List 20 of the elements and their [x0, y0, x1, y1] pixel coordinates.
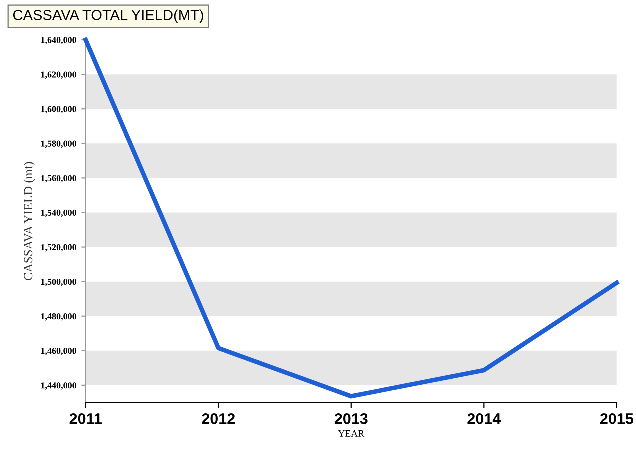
x-tick-label: 2014	[468, 414, 502, 424]
x-tick-label: 2012	[202, 414, 236, 424]
y-axis-title: CASSAVA YIELD (mt)	[24, 162, 36, 280]
y-tick-label: 1,580,000	[41, 140, 76, 148]
y-tick-label: 1,440,000	[41, 382, 76, 390]
y-tick-label: 1,500,000	[41, 278, 76, 286]
y-tick-label: 1,540,000	[41, 210, 76, 218]
x-tick-label: 2015	[600, 414, 634, 424]
line-series	[84, 38, 620, 399]
y-tick-label: 1,600,000	[41, 106, 76, 114]
chart-title: CASSAVA TOTAL YIELD(MT)	[13, 10, 204, 24]
y-tick-label: 1,560,000	[41, 175, 76, 183]
x-tick-label: 2013	[334, 414, 368, 424]
x-tick-label: 2011	[70, 414, 102, 424]
y-tick-label: 1,640,000	[41, 37, 76, 45]
y-tick-label: 1,620,000	[41, 72, 76, 80]
x-axis-title: YEAR	[338, 430, 365, 437]
y-tick-label: 1,480,000	[41, 313, 76, 321]
y-tick-label: 1,520,000	[41, 244, 76, 252]
y-tick-label: 1,460,000	[41, 348, 76, 356]
